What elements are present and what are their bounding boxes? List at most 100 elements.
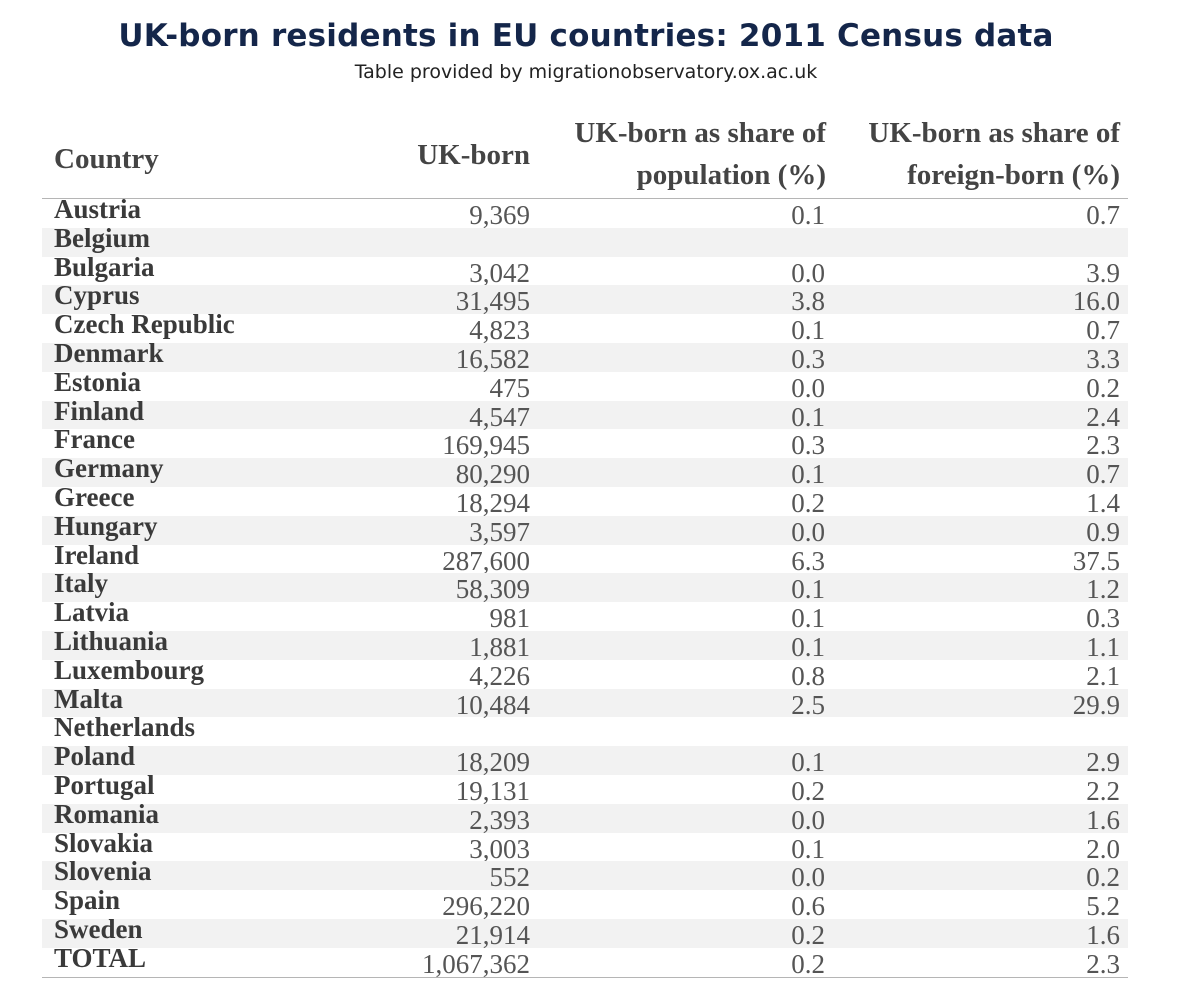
cell-share-foreign-born: 0.7 [1086, 459, 1120, 490]
table-header: Country UK-born UK-born as share of popu… [42, 112, 1128, 199]
table-row: Spain 296,220 0.6 5.2 [42, 886, 1128, 922]
cell-uk-born: 981 [489, 603, 531, 634]
header-share-population-line1: UK-born as share of [574, 117, 826, 149]
table-row: Sweden 21,914 0.2 1.6 [42, 915, 1128, 950]
cell-uk-born: 58,309 [455, 574, 530, 605]
cell-share-foreign-born: 2.9 [1086, 747, 1120, 778]
cell-country: Finland [54, 395, 145, 426]
table-row: Belgium [42, 223, 1128, 257]
table-row: Lithuania 1,881 0.1 1.1 [42, 627, 1128, 662]
cell-share-foreign-born: 0.7 [1086, 200, 1120, 230]
cell-uk-born: 3,003 [469, 833, 530, 864]
table-row: Cyprus 31,495 3.8 16.0 [42, 281, 1128, 317]
cell-country: Romania [54, 798, 160, 829]
table-row: Austria 9,369 0.1 0.7 [42, 195, 1128, 230]
cell-uk-born: 3,597 [469, 516, 530, 547]
cell-uk-born: 552 [489, 862, 531, 893]
cell-uk-born: 169,945 [442, 430, 530, 461]
cell-share-population: 0.1 [791, 200, 825, 230]
cell-share-foreign-born: 2.4 [1086, 401, 1120, 432]
cell-uk-born: 287,600 [442, 545, 530, 576]
cell-share-population: 0.1 [791, 603, 825, 634]
census-table: Country UK-born UK-born as share of popu… [42, 112, 1128, 978]
cell-share-foreign-born: 16.0 [1072, 286, 1120, 317]
cell-country: Austria [54, 194, 141, 224]
cell-country: Italy [54, 568, 108, 599]
cell-share-population: 0.1 [791, 833, 825, 864]
cell-share-population: 6.3 [791, 545, 825, 576]
table-row: Romania 2,393 0.0 1.6 [42, 799, 1128, 835]
table-row: Hungary 3,597 0.0 0.9 [42, 511, 1128, 547]
cell-share-population: 0.2 [791, 487, 825, 518]
cell-share-foreign-born: 0.2 [1086, 862, 1120, 893]
cell-share-population: 0.8 [791, 660, 825, 691]
cell-share-foreign-born: 0.7 [1086, 315, 1120, 346]
cell-share-foreign-born: 37.5 [1072, 545, 1120, 576]
cell-share-population: 0.0 [791, 804, 825, 835]
cell-uk-born: 18,294 [455, 487, 530, 518]
cell-uk-born: 21,914 [455, 919, 530, 950]
cell-country: Estonia [54, 366, 142, 397]
table-row: Luxembourg 4,226 0.8 2.1 [42, 655, 1128, 691]
cell-uk-born: 1,067,362 [422, 948, 530, 979]
cell-share-population: 0.1 [791, 631, 825, 662]
cell-uk-born: 3,042 [469, 257, 530, 288]
cell-share-foreign-born: 2.3 [1086, 948, 1120, 979]
cell-uk-born: 4,226 [469, 660, 530, 691]
cell-country: Slovenia [54, 856, 152, 887]
cell-share-foreign-born: 5.2 [1086, 891, 1120, 922]
cell-share-population: 0.3 [791, 343, 825, 374]
page-title: UK-born residents in EU countries: 2011 … [118, 18, 1054, 54]
table-row: Poland 18,209 0.1 2.9 [42, 742, 1128, 778]
page-subtitle: Table provided by migrationobservatory.o… [354, 61, 818, 83]
cell-share-population: 0.1 [791, 574, 825, 605]
table-row: Malta 10,484 2.5 29.9 [42, 684, 1128, 720]
header-share-foreign-born: UK-born as share of foreign-born (%) [820, 112, 1120, 196]
cell-country: Denmark [54, 337, 164, 368]
header-share-population-line2: population (%) [636, 159, 826, 191]
table-row: TOTAL 1,067,362 0.2 2.3 [42, 943, 1128, 979]
cell-share-foreign-born: 2.3 [1086, 430, 1120, 461]
cell-uk-born: 18,209 [455, 747, 530, 778]
cell-share-population: 0.2 [791, 775, 825, 806]
header-share-foreign-line1: UK-born as share of [868, 117, 1120, 149]
cell-share-foreign-born: 1.2 [1086, 574, 1120, 605]
cell-uk-born: 296,220 [442, 891, 530, 922]
table-row: Denmark 16,582 0.3 3.3 [42, 339, 1128, 374]
cell-country: France [54, 424, 135, 455]
cell-country: Lithuania [54, 625, 169, 656]
cell-country: Malta [54, 683, 123, 714]
cell-share-population: 0.2 [791, 919, 825, 950]
cell-country: Latvia [54, 597, 130, 628]
cell-country: Cyprus [54, 280, 140, 311]
table-row: France 169,945 0.3 2.3 [42, 425, 1128, 461]
cell-share-foreign-born: 1.6 [1086, 919, 1120, 950]
cell-country: Slovakia [54, 827, 154, 858]
cell-share-foreign-born: 3.3 [1086, 343, 1120, 374]
cell-country: Belgium [54, 222, 151, 253]
table-row: Latvia 981 0.1 0.3 [42, 598, 1128, 634]
table-row: Finland 4,547 0.1 2.4 [42, 396, 1128, 432]
header-country: Country [54, 143, 159, 175]
cell-uk-born: 19,131 [455, 775, 530, 806]
cell-share-foreign-born: 0.9 [1086, 516, 1120, 547]
cell-country: Germany [54, 453, 164, 484]
table-row: Netherlands [42, 713, 1128, 746]
cell-share-foreign-born: 3.9 [1086, 257, 1120, 288]
cell-share-foreign-born: 1.1 [1086, 631, 1120, 662]
table-row: Slovenia 552 0.0 0.2 [42, 857, 1128, 893]
cell-uk-born: 4,547 [469, 401, 530, 432]
cell-share-foreign-born: 1.4 [1086, 487, 1120, 518]
cell-share-foreign-born: 0.2 [1086, 372, 1120, 403]
cell-share-population: 0.1 [791, 459, 825, 490]
cell-share-population: 2.5 [791, 689, 825, 720]
cell-share-population: 0.0 [791, 862, 825, 893]
cell-share-population: 3.8 [791, 286, 825, 317]
cell-country: Luxembourg [54, 654, 205, 685]
cell-uk-born: 2,393 [469, 804, 530, 835]
table-row: Estonia 475 0.0 0.2 [42, 367, 1128, 403]
table-row: Czech Republic 4,823 0.1 0.7 [42, 310, 1128, 346]
cell-uk-born: 80,290 [455, 459, 530, 490]
cell-share-population: 0.1 [791, 401, 825, 432]
cell-country: Czech Republic [54, 309, 235, 340]
